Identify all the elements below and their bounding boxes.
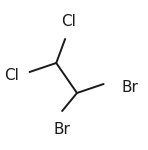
Text: Br: Br bbox=[121, 80, 138, 94]
Text: Cl: Cl bbox=[61, 14, 75, 28]
Text: Br: Br bbox=[54, 122, 71, 136]
Text: Cl: Cl bbox=[4, 68, 19, 82]
